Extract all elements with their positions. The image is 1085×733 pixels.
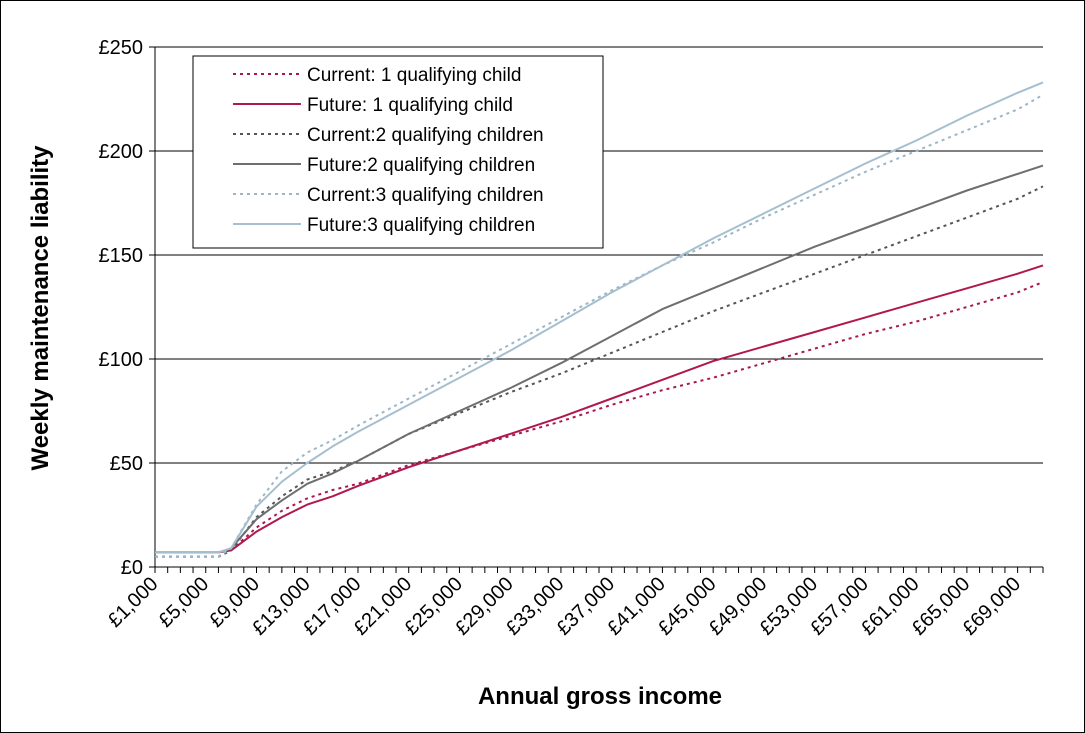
y-axis-title: Weekly maintenance liability xyxy=(27,145,54,471)
legend-entry: Future: 1 qualifying child xyxy=(307,95,513,116)
legend-entry: Current: 1 qualifying child xyxy=(307,65,521,86)
y-tick-label: £150 xyxy=(99,245,144,267)
series-line xyxy=(155,164,1044,554)
x-tick-label: £1,000 xyxy=(104,573,163,632)
y-tick-label: £0 xyxy=(121,557,143,579)
y-tick-label: £200 xyxy=(99,141,144,163)
legend: Current: 1 qualifying child Future: 1 qua… xyxy=(192,55,604,249)
y-tick-label: £100 xyxy=(99,349,144,371)
legend-entry: Current:2 qualifying children xyxy=(307,125,544,146)
series-line xyxy=(155,264,1044,554)
legend-entry: Future:3 qualifying children xyxy=(307,215,535,236)
series-lines xyxy=(155,81,1044,558)
series-line xyxy=(155,281,1044,558)
y-tick-label: £50 xyxy=(110,453,143,475)
y-tick-label: £250 xyxy=(99,37,144,59)
legend-entry: Future:2 qualifying children xyxy=(307,155,535,176)
x-axis-title: Annual gross income xyxy=(478,683,722,710)
legend-entry: Current:3 qualifying children xyxy=(307,185,544,206)
legend-box xyxy=(192,55,604,249)
series-line xyxy=(155,81,1044,554)
x-tick-label: £5,000 xyxy=(154,573,213,632)
